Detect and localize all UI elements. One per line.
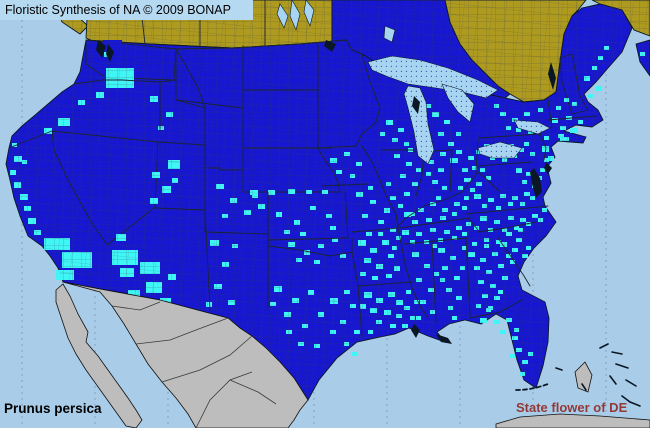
green-bay [412,96,420,114]
map-title: Floristic Synthesis of NA © 2009 BONAP [5,3,231,17]
county-record [588,94,593,98]
chesapeake-bay [530,168,542,198]
lake-winnipeg [289,0,301,31]
title-bar [0,0,253,20]
lake-manitoba [276,3,289,29]
puget-inlet [106,44,114,62]
mexico-state-lines [111,301,277,428]
region-cuba [495,413,650,428]
county-record [500,330,506,334]
dark-water-details [96,40,556,344]
county-record [596,86,602,91]
county-record [494,320,500,324]
region-mexico [62,281,309,428]
lake-of-the-woods [324,40,336,52]
puget-sound [96,40,106,58]
mobile-bay [411,324,420,338]
state-boundaries [8,0,597,337]
bahamas-outlines [555,343,641,407]
lake-champlain [548,62,556,90]
county-record [352,352,357,356]
islands [495,343,650,428]
lake-winnipegosis [303,0,315,27]
state-flower-note: State flower of DE [516,400,628,415]
lake-nipigon [383,25,396,43]
species-name-label: Prunus persica [4,401,102,416]
county-record [570,128,578,133]
delaware-bay [544,162,552,174]
mississippi-delta [436,334,452,344]
region-andros [574,361,593,393]
region-baja [55,283,143,428]
great-lakes [276,0,551,165]
county-record [510,354,515,358]
florida-keys [515,383,549,391]
